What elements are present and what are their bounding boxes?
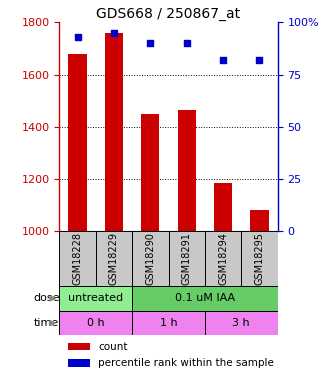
Text: GSM18294: GSM18294	[218, 232, 228, 285]
Bar	[105, 33, 123, 231]
Text: 1 h: 1 h	[160, 318, 177, 328]
Point	[221, 57, 226, 63]
Text: 0 h: 0 h	[87, 318, 105, 328]
Bar	[59, 286, 132, 311]
Bar	[250, 210, 269, 231]
Bar	[141, 114, 160, 231]
Bar	[205, 231, 241, 286]
Bar	[59, 311, 132, 336]
Point	[257, 57, 262, 63]
Bar	[68, 359, 90, 367]
Text: GSM18291: GSM18291	[182, 232, 192, 285]
Bar	[178, 110, 196, 231]
Point	[111, 30, 117, 36]
Bar	[68, 343, 90, 351]
Bar	[68, 54, 87, 231]
Point	[148, 40, 153, 46]
Bar	[96, 231, 132, 286]
Text: GSM18228: GSM18228	[73, 232, 82, 285]
Text: GSM18295: GSM18295	[255, 232, 265, 285]
Bar	[132, 311, 205, 336]
Text: 0.1 uM IAA: 0.1 uM IAA	[175, 293, 235, 303]
Text: 3 h: 3 h	[232, 318, 250, 328]
Bar	[132, 286, 278, 311]
Text: GSM18290: GSM18290	[145, 232, 155, 285]
Bar	[241, 231, 278, 286]
Bar	[214, 183, 232, 231]
Bar	[205, 311, 278, 336]
Text: percentile rank within the sample: percentile rank within the sample	[99, 358, 274, 368]
Text: untreated: untreated	[68, 293, 123, 303]
Point	[184, 40, 189, 46]
Text: dose: dose	[33, 293, 59, 303]
Bar	[59, 231, 96, 286]
Point	[75, 34, 80, 40]
Text: time: time	[34, 318, 59, 328]
Text: GSM18229: GSM18229	[109, 232, 119, 285]
Text: count: count	[99, 342, 128, 351]
Bar	[169, 231, 205, 286]
Bar	[132, 231, 169, 286]
Title: GDS668 / 250867_at: GDS668 / 250867_at	[97, 8, 240, 21]
